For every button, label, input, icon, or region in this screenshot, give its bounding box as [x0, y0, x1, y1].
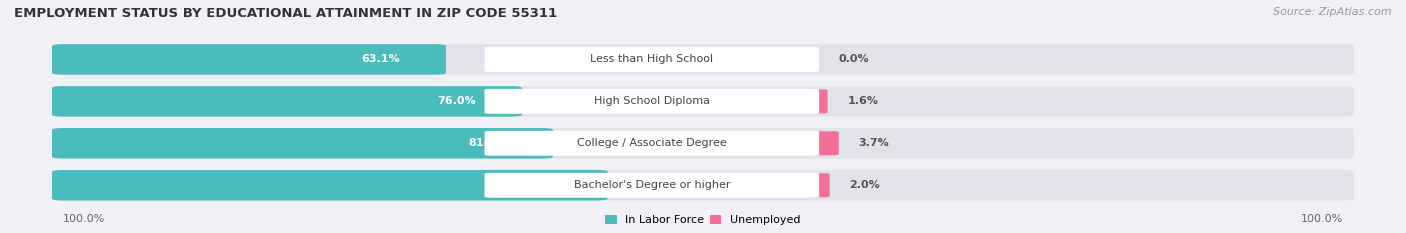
FancyBboxPatch shape — [485, 89, 820, 114]
Text: 100.0%: 100.0% — [1301, 214, 1343, 224]
FancyBboxPatch shape — [485, 131, 820, 156]
FancyBboxPatch shape — [52, 128, 1354, 158]
Text: 63.1%: 63.1% — [361, 55, 399, 64]
FancyBboxPatch shape — [485, 47, 820, 72]
Text: 3.7%: 3.7% — [859, 138, 889, 148]
FancyBboxPatch shape — [52, 170, 1354, 200]
FancyBboxPatch shape — [52, 128, 553, 158]
Text: Less than High School: Less than High School — [591, 55, 713, 64]
FancyBboxPatch shape — [52, 86, 1354, 117]
Text: 76.0%: 76.0% — [437, 96, 475, 106]
Text: EMPLOYMENT STATUS BY EDUCATIONAL ATTAINMENT IN ZIP CODE 55311: EMPLOYMENT STATUS BY EDUCATIONAL ATTAINM… — [14, 7, 557, 20]
Text: 100.0%: 100.0% — [63, 214, 105, 224]
Text: 0.0%: 0.0% — [839, 55, 869, 64]
Text: 90.6%: 90.6% — [523, 180, 561, 190]
Text: Bachelor's Degree or higher: Bachelor's Degree or higher — [574, 180, 730, 190]
FancyBboxPatch shape — [52, 44, 446, 75]
Text: 81.3%: 81.3% — [468, 138, 506, 148]
Text: High School Diploma: High School Diploma — [593, 96, 710, 106]
FancyBboxPatch shape — [52, 86, 522, 117]
FancyBboxPatch shape — [485, 173, 820, 198]
FancyBboxPatch shape — [52, 44, 1354, 75]
FancyBboxPatch shape — [52, 170, 607, 200]
FancyBboxPatch shape — [808, 89, 828, 113]
Text: 1.6%: 1.6% — [848, 96, 879, 106]
Text: 2.0%: 2.0% — [849, 180, 880, 190]
Text: College / Associate Degree: College / Associate Degree — [576, 138, 727, 148]
Text: Source: ZipAtlas.com: Source: ZipAtlas.com — [1274, 7, 1392, 17]
FancyBboxPatch shape — [808, 173, 830, 197]
Legend: In Labor Force, Unemployed: In Labor Force, Unemployed — [606, 215, 800, 225]
FancyBboxPatch shape — [808, 131, 839, 155]
